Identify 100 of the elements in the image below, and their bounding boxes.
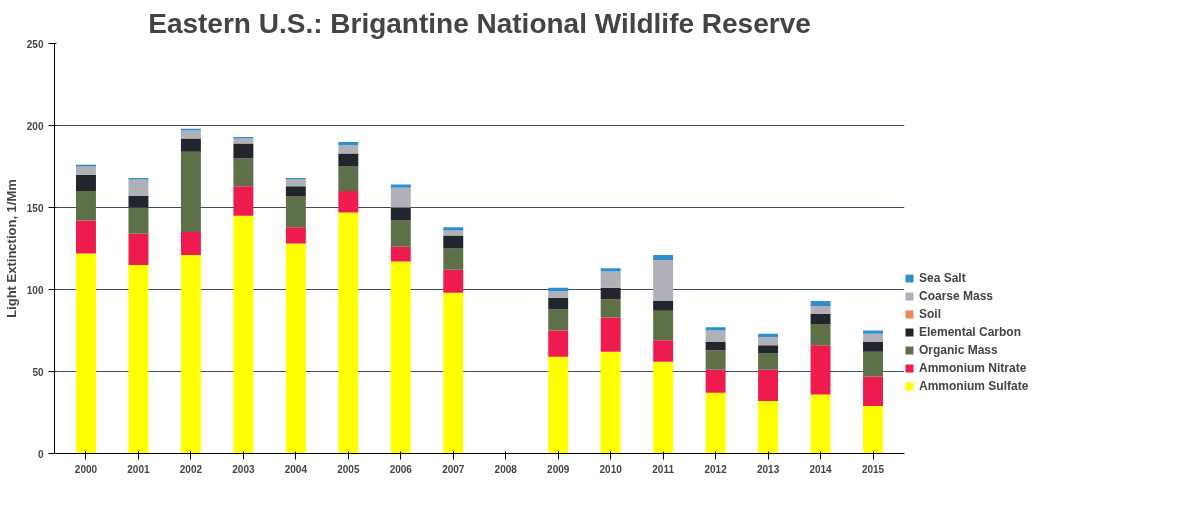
bar xyxy=(443,235,464,249)
x-tick-label: 2004 xyxy=(284,463,308,475)
bar xyxy=(653,310,674,341)
bar xyxy=(285,179,306,187)
bar xyxy=(863,341,883,352)
bar xyxy=(653,259,674,301)
bar xyxy=(863,405,883,454)
bar xyxy=(390,207,411,221)
bar xyxy=(390,220,411,247)
bar xyxy=(653,255,674,260)
x-tick-label: 2008 xyxy=(494,463,518,475)
x-tick-label: 2009 xyxy=(547,463,570,475)
bar xyxy=(863,330,883,334)
bar xyxy=(705,350,726,370)
legend-label: Soil xyxy=(919,307,942,321)
bar xyxy=(76,166,96,175)
x-tick-label: 2013 xyxy=(756,463,780,475)
bar xyxy=(863,333,883,342)
bar xyxy=(758,369,779,402)
legend-label: Organic Mass xyxy=(919,343,998,357)
y-tick-label: 50 xyxy=(32,366,44,378)
y-tick-label: 250 xyxy=(26,38,44,50)
legend-label: Coarse Mass xyxy=(919,289,994,303)
x-tick-label: 2006 xyxy=(389,463,413,475)
bar xyxy=(180,232,201,256)
x-tick-label: 2003 xyxy=(232,463,255,475)
bar xyxy=(863,376,883,406)
bar xyxy=(390,187,411,208)
bar xyxy=(758,337,779,346)
bar xyxy=(338,153,359,167)
legend-label: Ammonium Nitrate xyxy=(919,361,1027,375)
legend-label: Sea Salt xyxy=(919,271,966,285)
bar xyxy=(443,230,464,236)
bar xyxy=(128,233,149,265)
bar xyxy=(180,151,201,233)
bar xyxy=(758,401,779,454)
bar xyxy=(548,309,569,331)
bar xyxy=(233,138,254,144)
bar xyxy=(233,158,254,187)
bar xyxy=(233,186,254,216)
y-tick-label: 200 xyxy=(26,120,44,132)
x-tick-label: 2010 xyxy=(599,463,623,475)
bar xyxy=(180,255,201,454)
bar xyxy=(338,166,359,192)
bar xyxy=(443,227,464,231)
bar xyxy=(705,392,726,454)
bar xyxy=(600,287,621,300)
bar xyxy=(758,353,779,370)
bar xyxy=(76,191,96,221)
bar xyxy=(810,314,831,324)
bar xyxy=(653,361,674,454)
bar xyxy=(810,300,831,306)
bar xyxy=(705,327,726,331)
bar xyxy=(653,300,674,311)
x-tick-label: 2005 xyxy=(337,463,360,475)
bar xyxy=(76,174,96,192)
x-tick-label: 2001 xyxy=(127,463,151,475)
bar xyxy=(285,196,306,228)
bar xyxy=(180,138,201,152)
legend-label: Elemental Carbon xyxy=(919,325,1022,339)
bar xyxy=(233,215,254,454)
bar xyxy=(705,369,726,393)
bar xyxy=(338,141,359,146)
x-tick-label: 2014 xyxy=(809,463,833,475)
bar xyxy=(443,248,464,270)
bar xyxy=(338,212,359,454)
bar xyxy=(443,292,464,454)
x-tick-label: 2007 xyxy=(442,463,465,475)
bar xyxy=(600,317,621,352)
y-axis-title: Light Extinction, 1/Mm xyxy=(3,179,19,318)
bar xyxy=(76,220,96,254)
x-tick-label: 2011 xyxy=(652,463,675,475)
bar xyxy=(863,351,883,377)
bar xyxy=(128,264,149,454)
bar xyxy=(548,291,569,298)
bar xyxy=(548,330,569,357)
bar xyxy=(548,297,569,310)
bar xyxy=(600,268,621,272)
bar xyxy=(390,261,411,454)
bar xyxy=(600,351,621,454)
bar xyxy=(758,345,779,354)
bar xyxy=(285,186,306,197)
bar xyxy=(810,394,831,454)
bar xyxy=(338,145,359,154)
x-tick-label: 2002 xyxy=(179,463,203,475)
bar xyxy=(758,333,779,338)
y-tick-label: 150 xyxy=(26,202,44,214)
bar xyxy=(128,196,149,208)
x-tick-label: 2000 xyxy=(74,463,98,475)
legend-label: Ammonium Sulfate xyxy=(919,379,1029,393)
bar xyxy=(705,341,726,351)
bar xyxy=(600,271,621,288)
bar xyxy=(390,184,411,188)
y-tick-label: 0 xyxy=(37,448,44,460)
bar xyxy=(443,269,464,293)
bar xyxy=(810,305,831,315)
bar xyxy=(600,299,621,318)
bar xyxy=(810,345,831,395)
bar xyxy=(128,207,149,234)
y-tick-label: 100 xyxy=(26,284,44,296)
